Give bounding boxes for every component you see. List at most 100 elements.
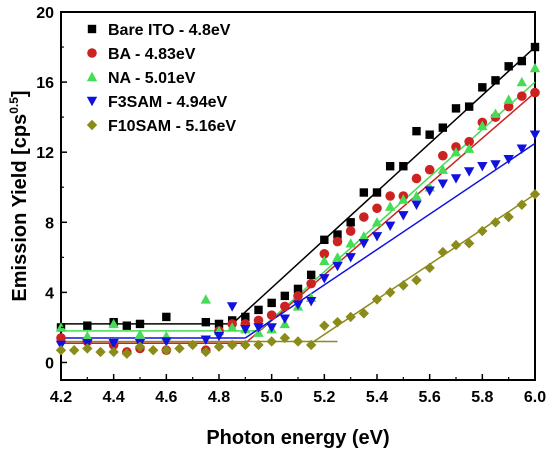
data-point (371, 232, 383, 242)
data-point (463, 143, 475, 153)
x-tick-label: 6.0 (524, 389, 546, 406)
data-point (226, 339, 238, 351)
data-point (68, 345, 80, 356)
data-point (398, 280, 409, 291)
data-point (320, 235, 329, 245)
data-point (438, 150, 448, 161)
x-tick-label: 4.4 (103, 389, 125, 406)
data-point (463, 167, 475, 177)
linear-fit-line (244, 142, 536, 339)
data-point (529, 189, 541, 200)
data-point (464, 136, 474, 147)
data-point (213, 341, 225, 352)
plot-frame (60, 11, 536, 381)
x-axis-ticks: 4.2 4.4 4.6 4.8 5.0 5.2 5.4 5.6 5.8 6.0 (50, 374, 546, 406)
data-point (55, 345, 67, 356)
x-axis-title: Photon energy (eV) (206, 427, 389, 449)
data-point (293, 291, 303, 301)
y-axis-title-main: Emission Yield [cps (9, 114, 31, 302)
data-point (504, 62, 513, 71)
data-point (345, 253, 356, 263)
data-point (359, 212, 369, 222)
data-point (333, 230, 342, 239)
data-point (398, 194, 409, 204)
data-point (306, 270, 316, 280)
data-point (95, 346, 106, 358)
data-point (240, 324, 251, 335)
legend: Bare ITO - 4.8eV BA - 4.83eV NA - 5.01eV F3… (86, 22, 236, 135)
data-point (517, 56, 527, 66)
data-point (253, 339, 264, 351)
data-point (319, 320, 330, 331)
legend-entry-label: BA - 4.83eV (108, 46, 196, 63)
data-point (108, 346, 119, 358)
data-point (490, 217, 501, 228)
data-point (371, 217, 383, 227)
data-point (292, 336, 304, 347)
data-point (293, 284, 303, 294)
data-point (292, 300, 304, 310)
data-point (266, 310, 277, 320)
data-point (82, 343, 93, 354)
data-point (266, 323, 277, 333)
data-point (503, 211, 514, 223)
data-point (516, 199, 528, 210)
y-tick-label: 20 (36, 5, 54, 22)
data-point (358, 308, 370, 319)
data-point (226, 302, 238, 312)
data-point (384, 221, 396, 231)
data-point (332, 261, 343, 272)
data-point (477, 162, 488, 172)
data-point (121, 348, 133, 359)
data-point (490, 160, 501, 170)
data-point (437, 179, 449, 189)
x-tick-label: 5.2 (313, 389, 335, 406)
plot-area (60, 11, 536, 381)
data-point (279, 314, 291, 324)
data-point (135, 319, 145, 329)
y-tick-label: 0 (45, 355, 54, 372)
data-point (187, 339, 198, 351)
data-point (332, 252, 343, 262)
data-point (161, 345, 172, 356)
data-point (305, 296, 317, 307)
data-point (213, 331, 225, 342)
data-point (464, 102, 474, 111)
data-point (134, 341, 146, 352)
y-axis-title: Emission Yield [cps0.5] (7, 90, 31, 301)
data-point (280, 291, 290, 301)
data-point (384, 287, 396, 298)
data-point (253, 323, 264, 333)
x-tick-label: 5.0 (261, 389, 283, 406)
data-point (280, 301, 290, 312)
data-point (147, 345, 159, 356)
data-point (108, 339, 119, 349)
data-point (477, 120, 488, 131)
x-tick-label: 4.8 (208, 389, 230, 406)
data-point (108, 318, 119, 329)
data-point (411, 200, 422, 210)
data-point (450, 239, 462, 251)
data-point (201, 317, 211, 327)
data-point (399, 162, 408, 171)
data-point (253, 315, 264, 326)
legend-marker (86, 119, 98, 131)
data-point (530, 87, 540, 98)
y-tick-label: 8 (45, 215, 54, 232)
data-point (517, 91, 527, 101)
data-point (134, 329, 146, 339)
data-point (200, 294, 212, 304)
data-point (424, 262, 435, 274)
data-point (359, 188, 369, 197)
data-point (530, 42, 540, 52)
legend-marker (87, 24, 97, 34)
legend-entry-label: F10SAM - 5.16eV (108, 118, 236, 135)
data-point (371, 294, 383, 305)
legend-marker (86, 71, 98, 82)
y-tick-label: 4 (45, 285, 54, 302)
data-point (529, 62, 541, 73)
data-point (437, 164, 449, 174)
data-point (424, 186, 435, 196)
data-point (319, 249, 330, 259)
